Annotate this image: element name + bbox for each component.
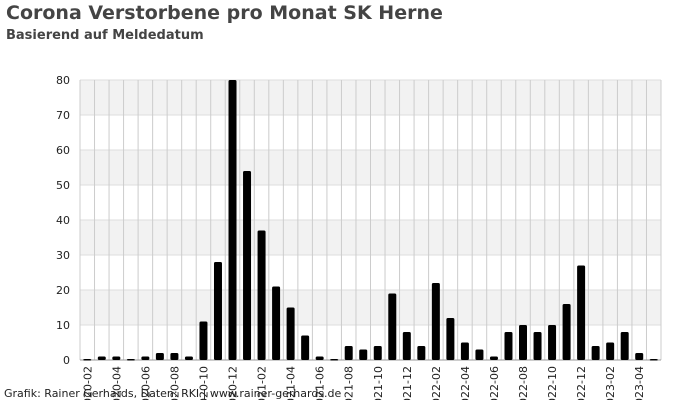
x-tick-label: 2022-08 <box>517 366 530 400</box>
bar <box>141 356 150 360</box>
plot-area: 0 10 20 30 40 50 60 70 80 2020-02 2020-04 2020-06 20… <box>56 74 662 400</box>
y-tick-label: 50 <box>56 179 70 192</box>
bar <box>446 318 455 360</box>
bar <box>402 332 411 360</box>
bar <box>272 286 281 360</box>
bar <box>562 304 571 360</box>
bar <box>243 171 252 360</box>
x-tick-label: 2021-10 <box>372 366 385 400</box>
x-tick-label: 2022-06 <box>488 366 501 400</box>
bar <box>286 307 295 360</box>
x-tick-label: 2023-04 <box>633 366 646 400</box>
bar <box>533 332 542 360</box>
bar <box>606 342 615 360</box>
bar <box>83 359 92 361</box>
bar <box>330 359 339 361</box>
footer: Grafik: Rainer Gerhards, Daten: RKI | ww… <box>4 387 342 400</box>
bar <box>548 325 557 360</box>
bar <box>417 346 426 360</box>
x-tick-label: 2021-02 <box>256 366 269 400</box>
bar <box>591 346 600 360</box>
bar <box>170 353 179 360</box>
x-tick-label: 2022-12 <box>575 366 588 400</box>
bar <box>155 353 164 360</box>
x-tick-label: 2020-06 <box>139 366 152 400</box>
bar <box>112 356 121 360</box>
bar <box>388 293 397 360</box>
x-tick-label: 2020-10 <box>197 366 210 400</box>
x-tick-label: 2021-06 <box>314 366 327 400</box>
bar <box>649 359 658 361</box>
bar <box>620 332 629 360</box>
bar <box>504 332 513 360</box>
y-tick-label: 60 <box>56 144 70 157</box>
bar <box>475 349 484 360</box>
bar <box>199 321 208 360</box>
bar <box>184 356 193 360</box>
x-tick-label: 2020-12 <box>227 366 240 400</box>
y-tick-label: 0 <box>63 354 70 367</box>
bar <box>373 346 382 360</box>
bar <box>315 356 324 360</box>
y-tick-label: 80 <box>56 74 70 87</box>
bar <box>97 356 106 360</box>
x-tick-label: 2020-08 <box>168 366 181 400</box>
x-tick-label: 2022-04 <box>459 366 472 400</box>
bar <box>257 230 266 360</box>
x-tick-label: 2021-12 <box>401 366 414 400</box>
x-tick-label: 2020-02 <box>81 366 94 400</box>
bar <box>577 265 586 360</box>
y-tick-label: 30 <box>56 249 70 262</box>
bar <box>431 283 440 360</box>
bar <box>213 262 222 360</box>
y-tick-label: 40 <box>56 214 70 227</box>
x-tick-label: 2022-10 <box>546 366 559 400</box>
bar <box>344 346 353 360</box>
bar <box>126 359 135 361</box>
chart-subtitle: Basierend auf Meldedatum <box>6 28 204 43</box>
bar <box>228 80 237 360</box>
y-tick-label: 20 <box>56 284 70 297</box>
x-tick-label: 2022-02 <box>430 366 443 400</box>
bar <box>519 325 528 360</box>
x-tick-label: 2020-04 <box>110 366 123 400</box>
y-tick-label: 10 <box>56 319 70 332</box>
chart-title: Corona Verstorbene pro Monat SK Herne <box>6 2 443 24</box>
bar <box>489 356 498 360</box>
bar <box>359 349 368 360</box>
bar <box>635 353 644 360</box>
bar <box>460 342 469 360</box>
x-tick-label: 2021-08 <box>343 366 356 400</box>
y-tick-label: 70 <box>56 109 70 122</box>
bar <box>301 335 310 360</box>
x-tick-label: 2021-04 <box>285 366 298 400</box>
x-tick-label: 2023-02 <box>604 366 617 400</box>
